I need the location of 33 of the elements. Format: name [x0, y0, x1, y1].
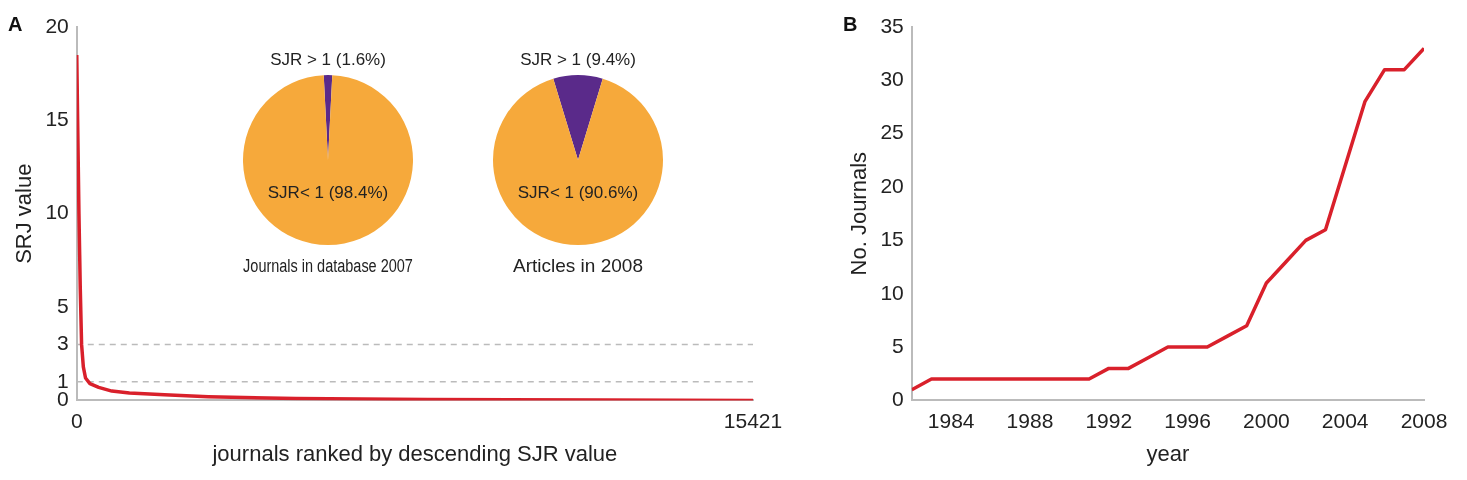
y-tick-label: 20 [880, 173, 904, 197]
y-tick-label: 10 [880, 280, 904, 304]
x-tick-label: 1996 [1164, 408, 1211, 432]
y-tick-label: 20 [45, 13, 69, 37]
y-tick-label: 10 [45, 200, 69, 224]
slice-label: SJR > 1 (1.6%) [270, 50, 386, 70]
text: Articles in 2008 [513, 254, 643, 276]
x-tick-label: 2008 [1400, 408, 1448, 432]
slice-label: SJR< 1 (98.4%) [267, 183, 389, 203]
y-tick-label: 5 [57, 293, 69, 317]
y-tick-label: 25 [880, 120, 904, 144]
slice-label: SJR< 1 (90.6%) [517, 183, 639, 203]
text: Journals in database 2007 [243, 254, 413, 277]
y-tick-label: 30 [880, 67, 904, 91]
y-tick-label: 35 [880, 13, 904, 37]
y-axis-title: SRJ value [11, 163, 37, 264]
x-tick-label: 1988 [1006, 408, 1054, 432]
x-tick-label: 1984 [927, 408, 975, 432]
y-tick-label: 15 [880, 227, 904, 251]
y-tick-label: 0 [892, 387, 904, 411]
x-tick-label: 15421 [723, 408, 783, 432]
y-tick-label: 3 [57, 331, 69, 355]
x-tick-label: 2000 [1243, 408, 1290, 432]
y-axis-title: No. Journals [846, 151, 872, 276]
x-axis-title: year [1146, 440, 1190, 466]
x-tick-label: 1992 [1085, 408, 1133, 432]
x-axis-title: journals ranked by descending SJR value [211, 440, 618, 466]
x-tick-label: 2004 [1321, 408, 1369, 432]
chart-title: B [843, 12, 858, 35]
y-tick-label: 5 [892, 333, 904, 357]
slice-label: SJR > 1 (9.4%) [520, 50, 636, 70]
y-tick-label: 15 [45, 107, 69, 131]
chart-title: A [8, 12, 23, 35]
